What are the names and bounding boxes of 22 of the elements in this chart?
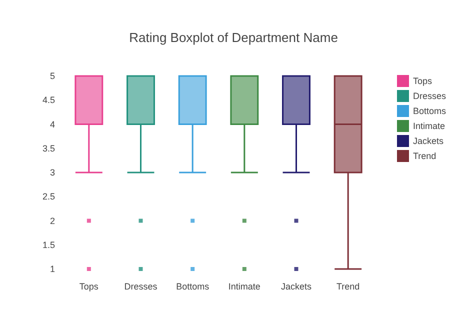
y-tick-label: 5 <box>50 71 55 81</box>
y-tick-label: 3 <box>50 168 55 178</box>
chart-title: Rating Boxplot of Department Name <box>129 30 338 45</box>
y-tick-label: 4.5 <box>42 95 55 106</box>
x-tick-label: Intimate <box>228 282 260 292</box>
x-tick-label: Dresses <box>124 282 158 292</box>
x-tick-label: Trend <box>336 282 360 292</box>
y-tick-label: 4 <box>50 119 55 130</box>
y-tick-label: 3.5 <box>42 143 55 154</box>
y-tick-label: 1.5 <box>42 240 55 250</box>
x-tick-label: Bottoms <box>176 282 210 292</box>
legend-label: Bottoms <box>412 106 446 116</box>
x-tick-label: Tops <box>79 282 99 292</box>
legend-label: Jackets <box>412 136 444 146</box>
y-tick-label: 2.5 <box>42 192 55 202</box>
y-tick-label: 2 <box>50 216 55 226</box>
legend-label: Trend <box>412 151 436 161</box>
y-tick-label: 1 <box>50 264 55 274</box>
legend-label: Tops <box>412 76 432 86</box>
legend-label: Intimate <box>412 121 446 131</box>
legend-label: Dresses <box>412 91 446 101</box>
x-tick-label: Jackets <box>280 282 312 292</box>
